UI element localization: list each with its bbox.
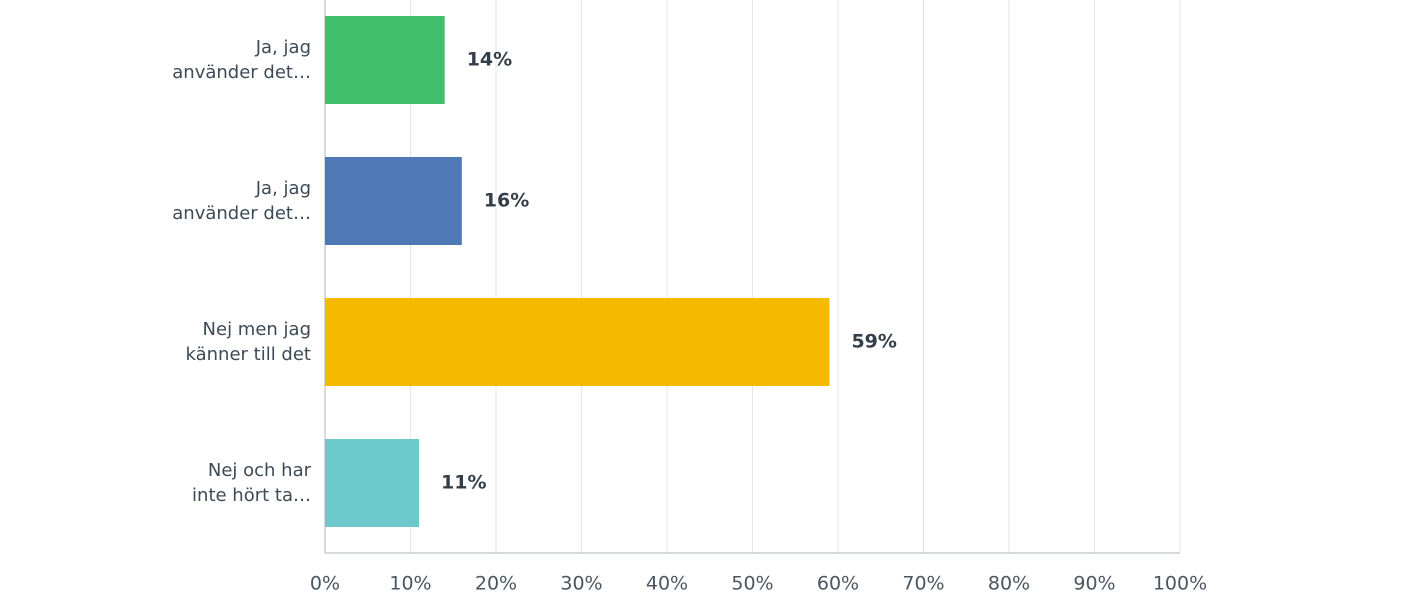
x-tick-label: 0% xyxy=(310,573,340,595)
bar xyxy=(325,298,830,386)
x-tick-label: 30% xyxy=(560,573,602,595)
x-tick-label: 10% xyxy=(389,573,431,595)
x-tick-label: 90% xyxy=(1073,573,1115,595)
x-tick-label: 40% xyxy=(646,573,688,595)
x-tick-label: 60% xyxy=(817,573,859,595)
value-label: 14% xyxy=(467,49,512,71)
x-tick-label: 80% xyxy=(988,573,1030,595)
bar xyxy=(325,439,420,527)
x-tick-label: 20% xyxy=(475,573,517,595)
category-label: Ja, jag använder det… xyxy=(172,37,311,83)
category-label: Ja, jag använder det… xyxy=(172,178,311,224)
value-label: 59% xyxy=(851,331,896,353)
value-label: 11% xyxy=(441,472,486,494)
value-label: 16% xyxy=(484,190,529,212)
x-tick-label: 50% xyxy=(731,573,773,595)
category-label: Nej men jag känner till det xyxy=(185,319,312,365)
x-tick-label: 70% xyxy=(902,573,944,595)
bar xyxy=(325,16,445,104)
x-tick-label: 100% xyxy=(1153,573,1207,595)
category-label: Nej och har inte hört ta… xyxy=(192,460,311,506)
bar xyxy=(325,157,462,245)
